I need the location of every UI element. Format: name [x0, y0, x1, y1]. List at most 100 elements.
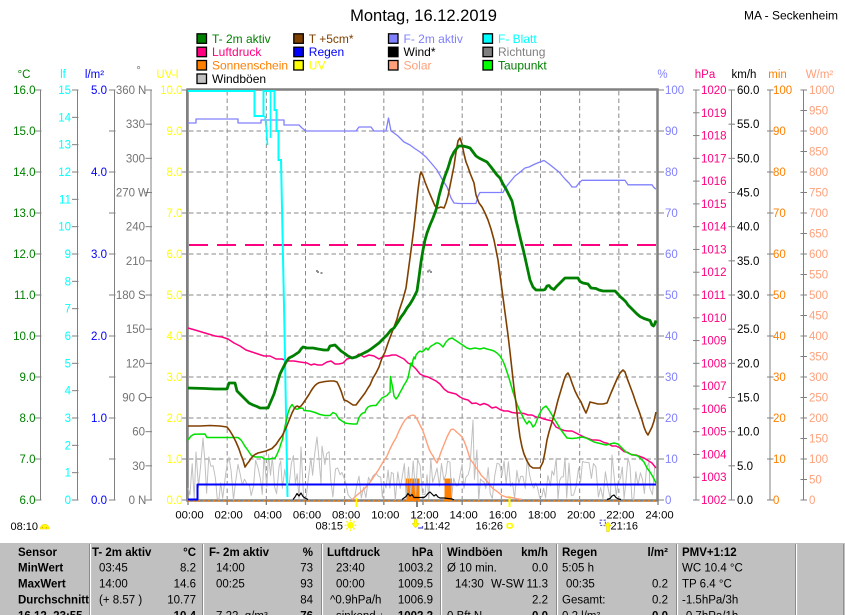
svg-text:-0.7hPa/1h: -0.7hPa/1h	[682, 611, 738, 615]
svg-text:Sensor: Sensor	[18, 547, 58, 559]
svg-text:Richtung: Richtung	[498, 45, 545, 59]
svg-text:5:05 h: 5:05 h	[562, 563, 594, 575]
svg-text:PMV+1:12: PMV+1:12	[682, 547, 737, 559]
svg-text:11.0: 11.0	[14, 290, 36, 302]
svg-text:1.0: 1.0	[167, 454, 183, 466]
svg-text:08:10: 08:10	[11, 521, 39, 533]
svg-text:6.0: 6.0	[20, 495, 36, 507]
svg-text:210: 210	[126, 256, 145, 268]
svg-text:10:00: 10:00	[371, 509, 399, 521]
svg-text:650: 650	[809, 229, 828, 241]
svg-text:24:00: 24:00	[645, 509, 673, 521]
svg-text:Gesamt:: Gesamt:	[562, 595, 605, 607]
svg-text:11: 11	[59, 194, 71, 206]
svg-text:5.0: 5.0	[167, 290, 183, 302]
svg-text:350: 350	[809, 352, 828, 364]
svg-text:150: 150	[126, 324, 145, 336]
svg-text:950: 950	[809, 106, 828, 118]
svg-text:^0.9hPa/h: ^0.9hPa/h	[330, 595, 381, 607]
svg-text:l/m²: l/m²	[648, 547, 669, 559]
svg-text:360: 360	[116, 85, 135, 97]
svg-text:30: 30	[132, 461, 145, 473]
svg-text:Luftdruck: Luftdruck	[327, 547, 381, 559]
svg-text:84: 84	[300, 595, 313, 607]
svg-text:600: 600	[809, 249, 828, 261]
svg-text:00:35: 00:35	[566, 579, 595, 591]
svg-text:1011: 1011	[701, 290, 726, 302]
svg-text:70: 70	[773, 208, 786, 220]
svg-text:330: 330	[126, 119, 145, 131]
svg-text:1015: 1015	[701, 199, 727, 211]
svg-text:F- Blatt: F- Blatt	[498, 32, 537, 46]
svg-text:200: 200	[809, 413, 828, 425]
svg-text:1.0: 1.0	[91, 413, 107, 425]
svg-text:10.4: 10.4	[174, 611, 197, 615]
svg-text:240: 240	[126, 222, 145, 234]
svg-text:40: 40	[773, 331, 786, 343]
svg-text:0.0: 0.0	[91, 495, 107, 507]
svg-text:hPa: hPa	[412, 547, 434, 559]
svg-text:7.0: 7.0	[167, 208, 183, 220]
svg-text:S: S	[138, 290, 146, 302]
svg-text:1002.2: 1002.2	[398, 611, 433, 615]
svg-text:TP 6.4 °C: TP 6.4 °C	[682, 579, 732, 591]
svg-text:16:26: 16:26	[475, 521, 503, 533]
svg-text:60: 60	[665, 249, 678, 261]
svg-text:N: N	[138, 85, 146, 97]
svg-text:Windböen: Windböen	[212, 72, 266, 86]
svg-text:76: 76	[300, 611, 313, 615]
svg-text:10.0: 10.0	[13, 331, 35, 343]
svg-text:03:45: 03:45	[99, 563, 128, 575]
svg-text:23:40: 23:40	[336, 563, 365, 575]
svg-text:3.0: 3.0	[167, 372, 183, 384]
svg-text:14.6: 14.6	[174, 579, 196, 591]
svg-text:11.3: 11.3	[526, 579, 548, 591]
svg-text:1017: 1017	[701, 153, 727, 165]
svg-text:14:00: 14:00	[216, 563, 245, 575]
svg-text:W: W	[138, 188, 149, 200]
svg-text:hPa: hPa	[695, 69, 716, 81]
svg-text:21:16: 21:16	[611, 521, 639, 533]
svg-text:180: 180	[116, 290, 135, 302]
svg-text:lf: lf	[60, 69, 67, 81]
svg-text:1006: 1006	[701, 404, 727, 416]
svg-text:Windböen: Windböen	[447, 547, 502, 559]
svg-text:Wind*: Wind*	[404, 45, 436, 59]
svg-text:02:00: 02:00	[215, 509, 243, 521]
svg-text:14:00: 14:00	[450, 509, 478, 521]
svg-text:14: 14	[58, 112, 71, 124]
svg-text:400: 400	[809, 331, 828, 343]
svg-text:T- 2m aktiv: T- 2m aktiv	[212, 32, 271, 46]
svg-text:N: N	[138, 495, 146, 507]
svg-text:80: 80	[773, 167, 786, 179]
svg-text:00:00: 00:00	[175, 509, 203, 521]
svg-text:13.0: 13.0	[13, 208, 35, 220]
svg-text:40.0: 40.0	[737, 222, 759, 234]
svg-text:12.0: 12.0	[13, 249, 35, 261]
svg-text:MinWert: MinWert	[18, 563, 63, 575]
svg-text:08:00: 08:00	[332, 509, 360, 521]
svg-text:(+ 8.57 ): (+ 8.57 )	[99, 595, 142, 607]
svg-text:15.0: 15.0	[13, 126, 35, 138]
svg-text:°: °	[136, 65, 141, 77]
svg-text:W/m²: W/m²	[806, 69, 834, 81]
svg-text:1007: 1007	[701, 381, 727, 393]
svg-text:73: 73	[300, 563, 313, 575]
svg-text:300: 300	[809, 372, 828, 384]
svg-text:6: 6	[65, 331, 71, 343]
svg-text:1018: 1018	[701, 131, 727, 143]
svg-text:T +5cm*: T +5cm*	[309, 32, 354, 46]
svg-text:80: 80	[665, 167, 678, 179]
svg-text:l/m²: l/m²	[85, 69, 104, 81]
svg-text:08:15: 08:15	[315, 521, 343, 533]
svg-text:14:30: 14:30	[455, 579, 484, 591]
svg-text:0: 0	[665, 495, 671, 507]
svg-text:O: O	[138, 393, 147, 405]
svg-text:%: %	[657, 69, 667, 81]
svg-text:Montag, 16.12.2019: Montag, 16.12.2019	[350, 7, 497, 25]
svg-text:9.0: 9.0	[20, 372, 36, 384]
svg-text:4: 4	[65, 386, 72, 398]
svg-text:1012: 1012	[701, 267, 727, 279]
svg-text:T- 2m aktiv: T- 2m aktiv	[92, 547, 152, 559]
svg-text:900: 900	[809, 126, 828, 138]
